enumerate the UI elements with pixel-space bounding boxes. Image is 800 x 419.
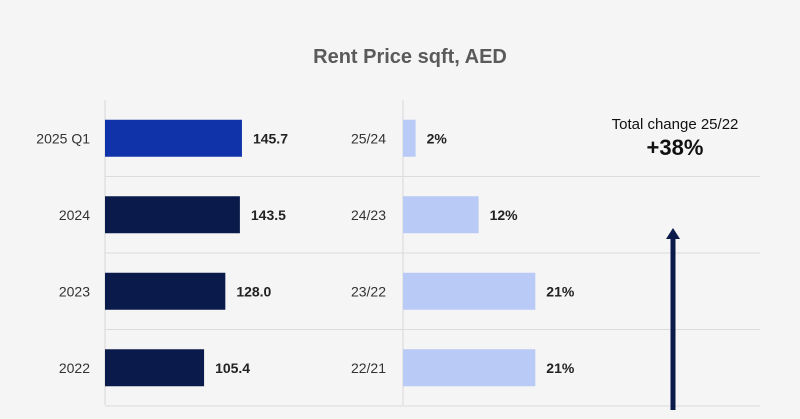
rent-bars: 2025 Q1 145.7 2024 143.5 2023 128.0 2022 105.4: [36, 119, 288, 387]
yoy-category-label: 25/24: [351, 130, 386, 146]
rent-bar: [105, 196, 240, 234]
yoy-bars: 25/24 2% 24/23 12% 23/22 21% 22/21 21%: [351, 119, 575, 387]
total-change-arrow: [666, 228, 680, 410]
rent-bar: [105, 119, 242, 157]
bar-value-label: 145.7: [253, 130, 288, 146]
yoy-category-label: 22/21: [351, 360, 386, 376]
yoy-category-label: 23/22: [351, 283, 386, 299]
category-label: 2022: [59, 360, 90, 376]
bar-value-label: 128.0: [236, 283, 271, 299]
category-label: 2025 Q1: [36, 130, 90, 146]
arrow-head: [666, 228, 680, 239]
rent-bar: [105, 349, 205, 387]
rent-bar: [105, 272, 226, 310]
yoy-bar: [403, 119, 416, 157]
yoy-category-label: 24/23: [351, 207, 386, 223]
yoy-bar: [403, 196, 479, 234]
grid-lines: [104, 100, 760, 407]
category-label: 2023: [59, 283, 90, 299]
yoy-value-label: 21%: [546, 283, 575, 299]
bar-value-label: 105.4: [215, 360, 250, 376]
yoy-value-label: 21%: [546, 360, 575, 376]
category-label: 2024: [59, 207, 90, 223]
yoy-value-label: 12%: [490, 207, 519, 223]
yoy-bar: [403, 349, 536, 387]
total-change-box: Total change 25/22 +38%: [590, 116, 760, 161]
chart-title: Rent Price sqft, AED: [313, 46, 507, 68]
yoy-value-label: 2%: [427, 130, 448, 146]
total-change-value: +38%: [646, 135, 704, 160]
yoy-bar: [403, 272, 536, 310]
bar-value-label: 143.5: [251, 207, 286, 223]
total-change-label: Total change 25/22: [611, 116, 739, 133]
